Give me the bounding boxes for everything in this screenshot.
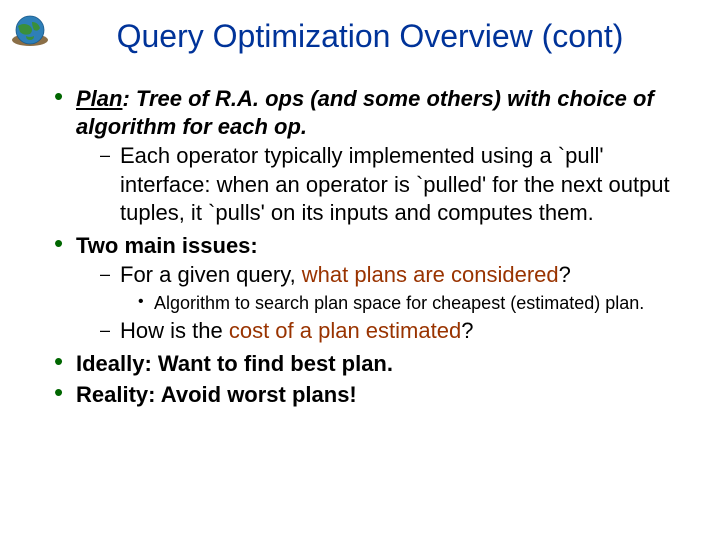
issue-cost-c: ? xyxy=(461,318,473,343)
slide: Query Optimization Overview (cont) Plan:… xyxy=(0,0,720,540)
reality-text: Reality: Avoid worst plans! xyxy=(76,382,357,407)
plan-colon: : xyxy=(122,86,129,111)
algorithm-search: Algorithm to search plan space for cheap… xyxy=(138,292,680,315)
slide-title: Query Optimization Overview (cont) xyxy=(40,18,680,55)
issue-what-plans: For a given query, what plans are consid… xyxy=(100,261,680,315)
bullet-list: Plan: Tree of R.A. ops (and some others)… xyxy=(40,85,680,409)
issue-what-plans-b: what plans are considered xyxy=(302,262,559,287)
reality-a: Reality: xyxy=(76,382,155,407)
two-issues-text: Two main issues: xyxy=(76,233,258,258)
bullet-two-issues: Two main issues: For a given query, what… xyxy=(54,232,680,346)
plan-sublist: Each operator typically implemented usin… xyxy=(76,142,680,228)
what-plans-sublist: Algorithm to search plan space for cheap… xyxy=(120,292,680,315)
globe-logo-icon xyxy=(10,12,50,52)
issue-cost-est: How is the cost of a plan estimated? xyxy=(100,317,680,346)
bullet-plan: Plan: Tree of R.A. ops (and some others)… xyxy=(54,85,680,228)
issue-cost-a: How is the xyxy=(120,318,229,343)
issue-what-plans-a: For a given query, xyxy=(120,262,302,287)
plan-rest: Tree of R.A. ops (and some others) with … xyxy=(76,86,654,139)
ideally-text: Ideally: Want to find best plan. xyxy=(76,351,393,376)
reality-b: Avoid worst plans! xyxy=(155,382,356,407)
ideally-a: Ideally: xyxy=(76,351,152,376)
bullet-ideally: Ideally: Want to find best plan. xyxy=(54,350,680,378)
issue-cost-b: cost of a plan estimated xyxy=(229,318,461,343)
plan-label: Plan xyxy=(76,86,122,111)
algorithm-search-text: Algorithm to search plan space for cheap… xyxy=(154,293,644,313)
two-issues-sublist: For a given query, what plans are consid… xyxy=(76,261,680,346)
plan-sub-pull: Each operator typically implemented usin… xyxy=(100,142,680,228)
plan-text: Plan: Tree of R.A. ops (and some others)… xyxy=(76,86,654,139)
ideally-b: Want to find best plan. xyxy=(152,351,393,376)
plan-sub-pull-text: Each operator typically implemented usin… xyxy=(120,143,670,225)
bullet-reality: Reality: Avoid worst plans! xyxy=(54,381,680,409)
issue-what-plans-c: ? xyxy=(559,262,571,287)
